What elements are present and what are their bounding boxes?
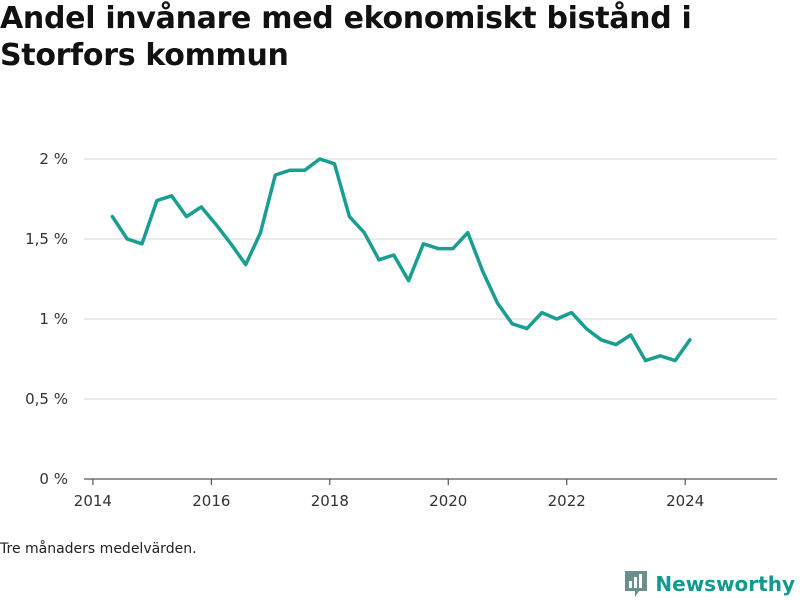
brand-name: Newsworthy [655, 572, 795, 596]
x-axis-labels: 2014 2016 2018 2020 2022 2024 [74, 492, 704, 510]
x-tick-label: 2020 [429, 492, 467, 510]
x-tick-label: 2022 [548, 492, 586, 510]
y-tick-label: 2 % [39, 150, 68, 168]
x-tick-label: 2018 [311, 492, 349, 510]
series-line [110, 157, 692, 363]
footnote: Tre månaders medelvärden. [0, 541, 197, 557]
brand-logo: Newsworthy [623, 569, 795, 599]
grid-lines [84, 158, 777, 400]
chart-title: Andel invånare med ekonomiskt bistånd i … [0, 1, 692, 73]
newsworthy-logo-icon [625, 571, 648, 597]
y-tick-label: 1,5 % [25, 230, 68, 248]
x-tick-label: 2024 [666, 492, 704, 510]
y-tick-label: 0 % [39, 470, 68, 488]
x-tick-label: 2014 [74, 492, 112, 510]
series-group [110, 157, 692, 363]
y-tick-label: 0,5 % [25, 390, 68, 408]
y-axis-labels: 0 % 0,5 % 1 % 1,5 % 2 % [25, 150, 68, 488]
x-axis-ticks [92, 479, 686, 485]
x-tick-label: 2016 [192, 492, 230, 510]
y-tick-label: 1 % [39, 310, 68, 328]
